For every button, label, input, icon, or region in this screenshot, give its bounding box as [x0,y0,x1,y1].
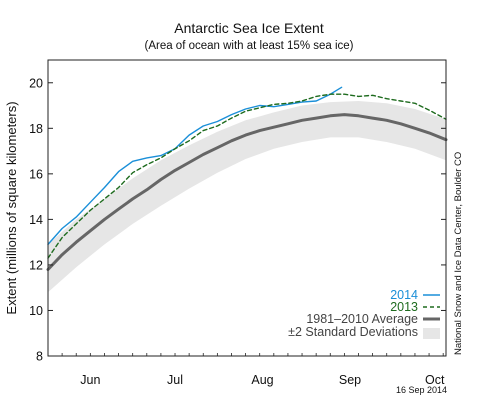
x-axis: Jun Jul Aug Sep Oct [47,353,445,387]
series-line-average [46,113,448,271]
x-tick-label: Oct [425,373,445,387]
legend-label-2013: 2013 [390,300,418,314]
legend-label-average: 1981–2010 Average [306,312,418,326]
x-tick-label: Jul [167,373,183,387]
legend-label-2014: 2014 [390,288,418,302]
credit-text: National Snow and Ice Data Center, Bould… [453,152,464,355]
y-tick-label: 12 [29,258,43,272]
legend-swatch-std-dev [423,328,440,339]
y-tick-label: 18 [29,122,43,136]
plot-frame [47,59,447,357]
x-tick-label: Sep [339,373,361,387]
chart-title: Antarctic Sea Ice Extent [174,20,324,36]
chart-subtitle: (Area of ocean with at least 15% sea ice… [144,40,353,52]
y-tick-label: 16 [29,167,43,181]
series-line-2014 [47,86,343,246]
std-dev-band [48,101,446,293]
y-tick-label: 20 [29,76,43,90]
y-axis: 8 10 12 14 16 18 20 [29,76,446,364]
y-tick-label: 10 [29,304,43,318]
x-tick-label: Jun [80,373,100,387]
y-tick-label: 14 [29,213,43,227]
plot-area [46,86,448,293]
series-line-2013 [47,93,447,259]
std-dev-band-layer [48,101,446,293]
x-tick-label: Aug [251,373,273,387]
series-layer [46,86,448,271]
legend-label-std-dev: ±2 Standard Deviations [288,325,418,339]
date-stamp: 16 Sep 2014 [396,385,447,395]
y-tick-label: 8 [36,350,43,364]
legend: 2014 2013 1981–2010 Average ±2 Standard … [288,288,440,339]
y-axis-label: Extent (millions of square kilometers) [4,101,19,314]
